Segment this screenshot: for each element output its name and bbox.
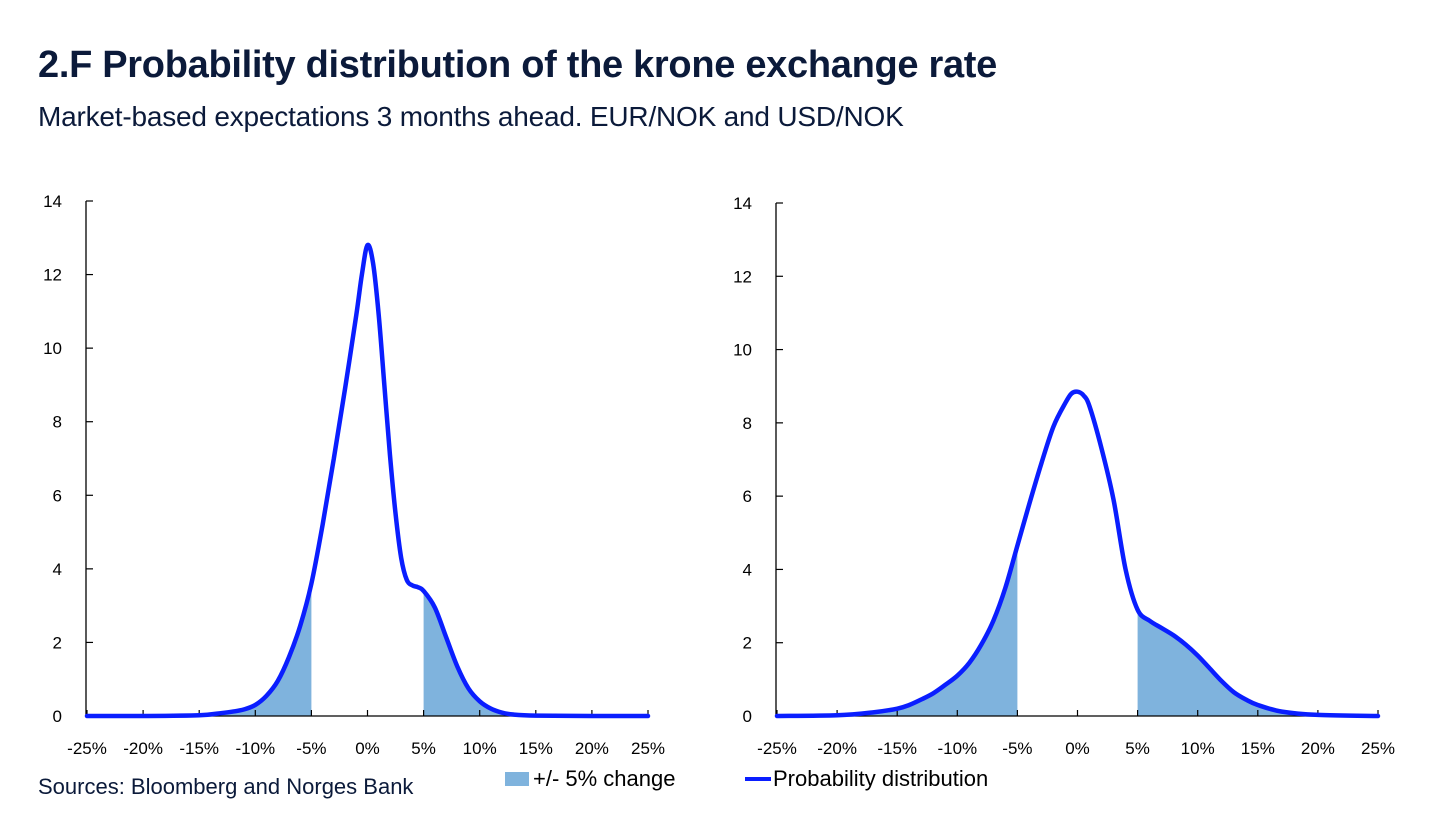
x-tick-label: 5% [411, 739, 436, 758]
x-tick-label: 5% [1125, 739, 1150, 758]
legend-label: +/- 5% change [533, 766, 676, 791]
legend-swatch-line [745, 777, 771, 781]
shaded-area-right [1137, 609, 1378, 716]
x-tick-label: 20% [1301, 739, 1335, 758]
legend-item-line: Probability distribution [745, 766, 988, 792]
y-tick-label: 6 [53, 486, 62, 505]
y-tick-label: 6 [743, 487, 752, 506]
x-tick-label: -25% [67, 739, 107, 758]
shaded-area-left [87, 583, 312, 717]
y-tick-label: 0 [743, 707, 752, 726]
y-tick-label: 10 [733, 341, 752, 360]
x-tick-label: 25% [1361, 739, 1395, 758]
y-tick-label: 0 [53, 707, 62, 726]
legend-item-shaded: +/- 5% change [505, 766, 675, 792]
x-tick-label: -25% [757, 739, 797, 758]
y-tick-label: 12 [733, 267, 752, 286]
x-tick-label: 15% [519, 739, 553, 758]
legend-label: Probability distribution [773, 766, 989, 791]
x-tick-label: 25% [631, 739, 665, 758]
x-tick-label: -5% [1002, 739, 1032, 758]
y-tick-label: 8 [53, 413, 62, 432]
y-tick-label: 12 [43, 266, 62, 285]
chart-panel-eur-nok: 0 2 4 6 8 10 12 14 -25% -20% -15% -10% -5% 0% 5% 10% 15%… [43, 192, 665, 758]
y-tick-label: 8 [743, 414, 752, 433]
x-tick-label: 20% [575, 739, 609, 758]
probability-distribution-line [774, 389, 1381, 719]
x-tick-label: -15% [179, 739, 219, 758]
legend-swatch-area [505, 772, 529, 786]
x-tick-label: -20% [817, 739, 857, 758]
y-tick-label: 4 [53, 560, 62, 579]
probability-distribution-line [84, 242, 651, 719]
x-tick-label: -15% [877, 739, 917, 758]
chart-subtitle: Market-based expectations 3 months ahead… [38, 101, 904, 132]
y-tick-label: 2 [53, 633, 62, 652]
x-tick-label: -5% [296, 739, 326, 758]
x-tick-label: 15% [1241, 739, 1275, 758]
x-tick-label: -10% [937, 739, 977, 758]
y-tick-label: 4 [743, 560, 752, 579]
y-tick-label: 14 [43, 192, 62, 211]
sources-note: Sources: Bloomberg and Norges Bank [38, 774, 414, 799]
y-tick-label: 14 [733, 194, 752, 213]
y-tick-label: 10 [43, 339, 62, 358]
x-tick-label: 10% [463, 739, 497, 758]
x-tick-label: 0% [355, 739, 380, 758]
chart-panel-usd-nok: 0 2 4 6 8 10 12 14 -25% -20% -15% -10% -5% 0% 5% 10% 15%… [733, 194, 1395, 758]
x-tick-label: 10% [1181, 739, 1215, 758]
x-tick-label: 0% [1065, 739, 1090, 758]
x-tick-label: -20% [123, 739, 163, 758]
x-tick-label: -10% [235, 739, 275, 758]
shaded-area-right [423, 590, 648, 717]
shaded-area-left [777, 545, 1018, 716]
y-tick-label: 2 [743, 634, 752, 653]
chart-title: 2.F Probability distribution of the kron… [38, 44, 997, 86]
